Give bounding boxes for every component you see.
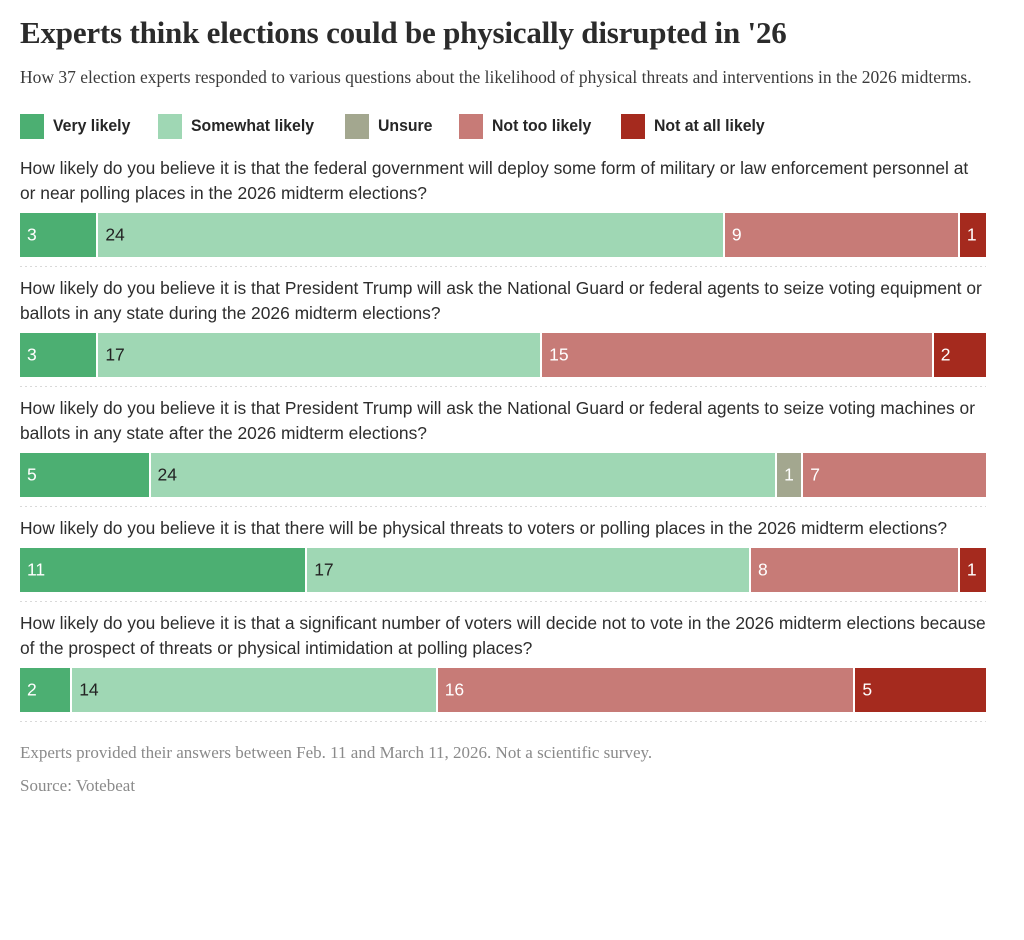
bar-segment[interactable]: 16 xyxy=(437,668,856,712)
row-divider xyxy=(20,721,986,722)
legend-item-label: Not at all likely xyxy=(653,116,765,135)
legend-item-somewhat_likely[interactable]: Somewhat likely xyxy=(158,113,323,139)
bar-segment[interactable]: 5 xyxy=(20,453,151,497)
legend-item-label: Unsure xyxy=(378,116,433,135)
question-row: How likely do you believe it is that the… xyxy=(20,156,986,267)
bar-segment[interactable]: 8 xyxy=(751,548,960,592)
row-divider xyxy=(20,266,986,267)
question-row: How likely do you believe it is that Pre… xyxy=(20,276,986,387)
bar-segment[interactable]: 1 xyxy=(959,548,986,592)
bar-segment[interactable]: 2 xyxy=(933,333,986,377)
legend-item-label: Somewhat likely xyxy=(191,116,315,135)
stacked-bar: 2 14 16 5 xyxy=(20,668,986,712)
bar-segment-value: 5 xyxy=(862,679,873,700)
question-text: How likely do you believe it is that Pre… xyxy=(20,398,976,443)
bar-segment[interactable]: 15 xyxy=(542,333,934,377)
question-text: How likely do you believe it is that Pre… xyxy=(20,278,982,323)
stacked-bar: 3 17 15 2 xyxy=(20,333,986,377)
row-divider xyxy=(20,506,986,507)
legend-swatch-icon xyxy=(20,113,44,139)
bar-segment[interactable]: 1 xyxy=(777,453,804,497)
question-text: How likely do you believe it is that the… xyxy=(20,158,969,203)
source-text: Source: Votebeat xyxy=(20,776,136,795)
question-row: How likely do you believe it is that Pre… xyxy=(20,396,986,507)
bar-segment[interactable]: 11 xyxy=(20,548,308,592)
bar-segment[interactable]: 5 xyxy=(855,668,986,712)
legend-swatch-icon xyxy=(620,113,645,139)
bar-segment-value: 11 xyxy=(27,559,46,580)
bar-segment[interactable]: 3 xyxy=(20,213,99,257)
bar-segment[interactable]: 7 xyxy=(803,453,986,497)
question-text: How likely do you believe it is that a s… xyxy=(20,613,986,658)
legend-item-label: Not too likely xyxy=(492,116,592,135)
bar-segment-value: 24 xyxy=(105,224,125,245)
bar-segment[interactable]: 17 xyxy=(307,548,752,592)
chart-legend: Very likely Somewhat likely Unsure Not too … xyxy=(20,112,986,140)
bar-segment-value: 14 xyxy=(79,679,99,700)
legend-swatch-icon xyxy=(345,113,370,139)
legend-item-label: Very likely xyxy=(53,116,131,135)
bar-segment-value: 5 xyxy=(27,464,37,485)
legend-item-not_too_likely[interactable]: Not too likely xyxy=(459,113,599,139)
bar-segment-value: 24 xyxy=(157,464,177,485)
chart-rows: How likely do you believe it is that the… xyxy=(20,156,986,722)
bar-segment[interactable]: 1 xyxy=(959,213,986,257)
stacked-bar: 11 17 8 1 xyxy=(20,548,986,592)
bar-segment-value: 2 xyxy=(27,679,37,700)
row-divider xyxy=(20,386,986,387)
bar-segment-value: 7 xyxy=(810,464,820,485)
chart-footer: Experts provided their answers between F… xyxy=(20,739,986,797)
stacked-bar: 5 24 1 7 xyxy=(20,453,986,497)
bar-segment[interactable]: 17 xyxy=(98,333,543,377)
legend-item-very_likely[interactable]: Very likely xyxy=(20,113,136,139)
bar-segment[interactable]: 14 xyxy=(72,668,438,712)
bar-segment[interactable]: 24 xyxy=(98,213,725,257)
bar-segment-value: 1 xyxy=(784,464,794,485)
legend-swatch-icon xyxy=(158,113,183,139)
question-row: How likely do you believe it is that the… xyxy=(20,516,986,602)
question-text: How likely do you believe it is that the… xyxy=(20,518,948,538)
bar-segment-value: 9 xyxy=(731,224,742,245)
bar-segment-value: 16 xyxy=(444,679,465,700)
row-divider xyxy=(20,601,986,602)
bar-segment-value: 3 xyxy=(27,224,37,245)
bar-segment[interactable]: 9 xyxy=(724,213,960,257)
bar-segment-value: 1 xyxy=(966,559,977,580)
legend-swatch-icon xyxy=(459,113,484,139)
bar-segment-value: 2 xyxy=(940,344,951,365)
bar-segment[interactable]: 2 xyxy=(20,668,73,712)
chart-subtitle: How 37 election experts responded to var… xyxy=(20,67,972,87)
bar-segment-value: 17 xyxy=(105,344,125,365)
legend-item-not_at_all_likely[interactable]: Not at all likely xyxy=(620,113,773,139)
bar-segment[interactable]: 24 xyxy=(150,453,778,497)
bar-segment-value: 15 xyxy=(549,344,569,365)
page-title: Experts think elections could be physica… xyxy=(20,15,787,50)
bar-segment-value: 17 xyxy=(314,559,334,580)
footnote-text: Experts provided their answers between F… xyxy=(20,743,653,762)
legend-item-unsure[interactable]: Unsure xyxy=(345,113,437,139)
bar-segment[interactable]: 3 xyxy=(20,333,99,377)
bar-segment-value: 3 xyxy=(27,344,37,365)
bar-segment-value: 8 xyxy=(758,559,768,580)
bar-segment-value: 1 xyxy=(966,224,977,245)
question-row: How likely do you believe it is that a s… xyxy=(20,611,986,722)
stacked-bar: 3 24 9 1 xyxy=(20,213,986,257)
